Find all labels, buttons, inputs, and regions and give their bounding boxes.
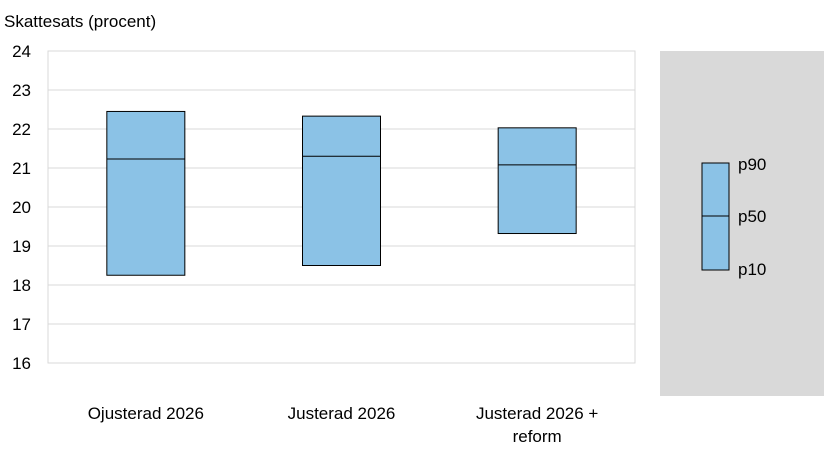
- y-tick-label: 19: [12, 237, 31, 256]
- box-p10-p90: [106, 110, 186, 276]
- y-axis-ticks: 16 17 18 19 20 21 22 23 24: [12, 42, 31, 373]
- category-label: Ojusterad 2026: [88, 404, 204, 423]
- y-axis-label: Skattesats (procent): [4, 12, 156, 31]
- category-labels: Ojusterad 2026 Justerad 2026 Justerad 2026…: [88, 404, 599, 446]
- box-p10-p90: [497, 127, 577, 235]
- y-tick-label: 24: [12, 42, 31, 61]
- boxes: [106, 110, 577, 276]
- y-tick-label: 16: [12, 354, 31, 373]
- legend-label-p50: p50: [738, 207, 766, 226]
- y-tick-label: 17: [12, 315, 31, 334]
- legend-label-p10: p10: [738, 260, 766, 279]
- y-tick-label: 23: [12, 81, 31, 100]
- category-label: reform: [513, 427, 562, 446]
- category-label: Justerad 2026: [288, 404, 396, 423]
- plot-area: [47, 50, 636, 364]
- legend: p90 p50 p10: [701, 155, 766, 279]
- y-tick-label: 22: [12, 120, 31, 139]
- legend-label-p90: p90: [738, 155, 766, 174]
- legend-panel: [660, 51, 824, 396]
- y-tick-label: 18: [12, 276, 31, 295]
- y-tick-label: 20: [12, 198, 31, 217]
- y-tick-label: 21: [12, 159, 31, 178]
- category-label: Justerad 2026 +: [476, 404, 598, 423]
- box-p10-p90: [302, 115, 381, 266]
